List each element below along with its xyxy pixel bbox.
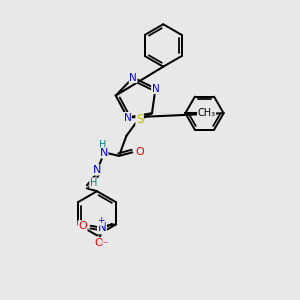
Text: H: H	[99, 140, 106, 150]
Text: N: N	[93, 165, 101, 175]
Text: N: N	[100, 148, 108, 158]
Text: O: O	[78, 221, 87, 231]
Text: N: N	[152, 83, 159, 94]
Text: N: N	[129, 73, 137, 82]
Text: O: O	[136, 147, 144, 158]
Text: H: H	[90, 178, 97, 188]
Text: N: N	[124, 112, 131, 122]
Text: O: O	[95, 238, 103, 248]
Text: S: S	[136, 113, 143, 126]
Text: N: N	[98, 221, 106, 234]
Text: +: +	[97, 216, 104, 225]
Text: CH₃: CH₃	[197, 108, 216, 118]
Text: ⁻: ⁻	[103, 240, 108, 250]
